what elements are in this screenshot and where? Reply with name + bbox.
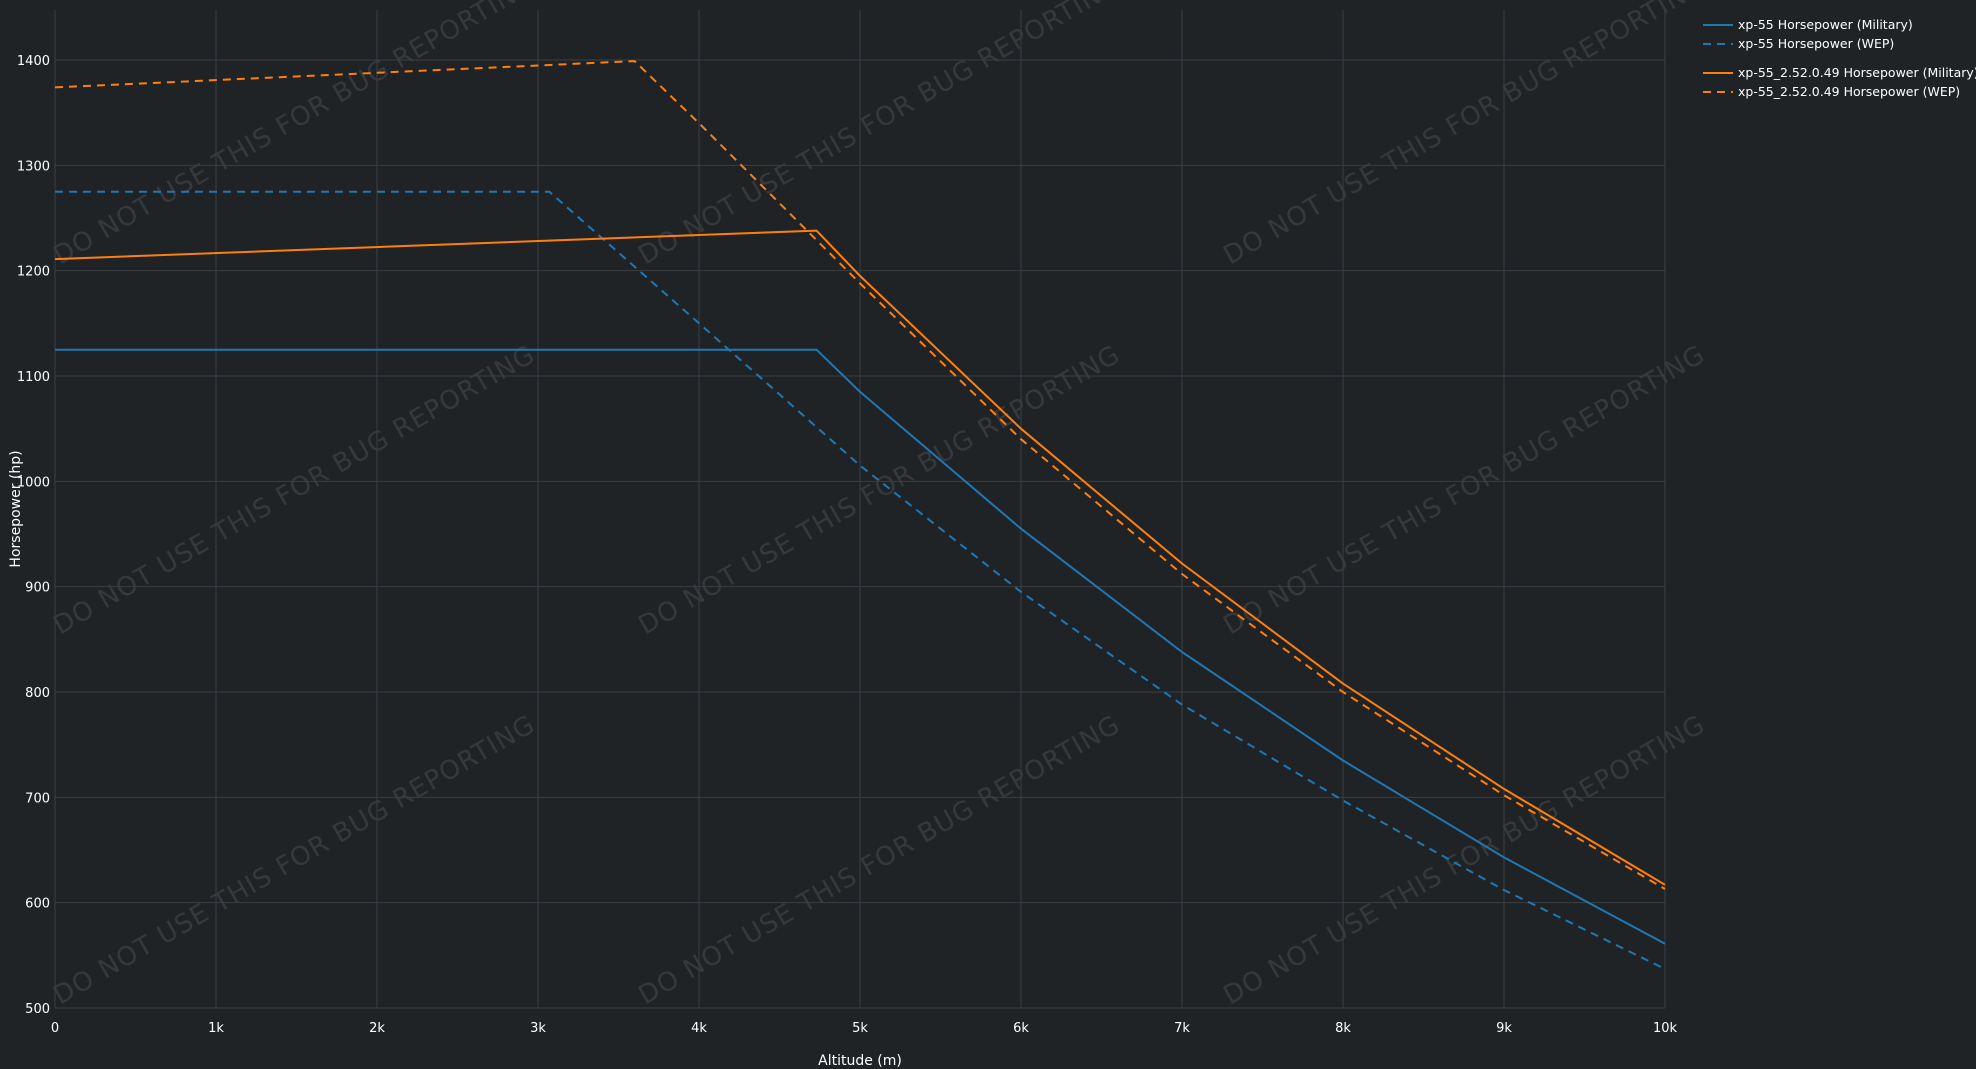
watermark-text: DO NOT USE THIS FOR BUG REPORTING	[634, 0, 1126, 271]
series-line-1[interactable]	[55, 190, 1666, 970]
x-axis-title: Altitude (m)	[818, 1053, 902, 1069]
x-tick-label: 2k	[369, 1021, 385, 1036]
y-axis-ticks: 500 600 700 800 900 1000 1100 1200 1300 1400	[17, 54, 50, 1017]
y-tick-label: 1100	[17, 370, 50, 385]
y-tick-label: 1000	[17, 475, 50, 490]
watermark-text: DO NOT USE THIS FOR BUG REPORTING	[1219, 710, 1711, 1011]
watermark-layer: DO NOT USE THIS FOR BUG REPORTING DO NOT …	[49, 0, 1711, 1011]
legend-item-label[interactable]: xp-55_2.52.0.49 Horsepower (WEP)	[1738, 84, 1960, 99]
legend-item-label[interactable]: xp-55 Horsepower (Military)	[1738, 17, 1913, 32]
watermark-text: DO NOT USE THIS FOR BUG REPORTING	[49, 710, 541, 1011]
y-tick-label: 600	[25, 897, 50, 912]
x-tick-label: 0	[51, 1021, 59, 1036]
series-line-2[interactable]	[54, 229, 1666, 886]
y-axis-title: Horsepower (hp)	[8, 450, 24, 567]
x-tick-label: 5k	[852, 1021, 868, 1036]
y-tick-label: 1400	[17, 54, 50, 69]
y-tick-label: 1300	[17, 159, 50, 174]
x-tick-label: 10k	[1653, 1021, 1678, 1036]
grid	[54, 10, 1666, 1009]
series-line-0[interactable]	[55, 348, 1666, 945]
x-tick-label: 6k	[1013, 1021, 1029, 1036]
x-tick-label: 1k	[208, 1021, 224, 1036]
x-tick-label: 3k	[530, 1021, 546, 1036]
x-tick-label: 9k	[1496, 1021, 1512, 1036]
watermark-text: DO NOT USE THIS FOR BUG REPORTING	[1219, 0, 1711, 271]
y-tick-label: 1200	[17, 265, 50, 280]
x-tick-label: 8k	[1335, 1021, 1351, 1036]
watermark-text: DO NOT USE THIS FOR BUG REPORTING	[1219, 340, 1711, 641]
series-line-3[interactable]	[54, 60, 1666, 890]
y-tick-label: 700	[25, 791, 50, 806]
y-tick-label: 500	[25, 1002, 50, 1017]
series-layer	[54, 60, 1666, 970]
legend-item-label[interactable]: xp-55_2.52.0.49 Horsepower (Military)	[1738, 65, 1976, 80]
watermark-text: DO NOT USE THIS FOR BUG REPORTING	[49, 0, 541, 271]
x-axis-ticks: 0 1k 2k 3k 4k 5k 6k 7k 8k 9k 10k	[51, 1021, 1678, 1036]
watermark-text: DO NOT USE THIS FOR BUG REPORTING	[49, 340, 541, 641]
y-tick-label: 800	[25, 686, 50, 701]
x-tick-label: 7k	[1174, 1021, 1190, 1036]
legend[interactable]: xp-55 Horsepower (Military) xp-55 Horsepo…	[1703, 17, 1976, 99]
y-tick-label: 900	[25, 581, 50, 596]
legend-item-label[interactable]: xp-55 Horsepower (WEP)	[1738, 36, 1894, 51]
x-tick-label: 4k	[691, 1021, 707, 1036]
watermark-text: DO NOT USE THIS FOR BUG REPORTING	[634, 710, 1126, 1011]
watermark-text: DO NOT USE THIS FOR BUG REPORTING	[634, 340, 1126, 641]
